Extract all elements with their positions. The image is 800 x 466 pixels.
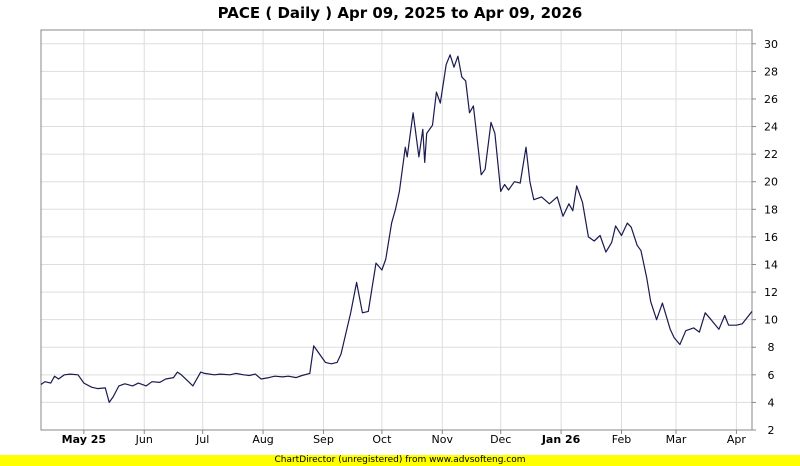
plot-area — [41, 30, 752, 430]
x-tick-label: Dec — [490, 433, 511, 446]
y-tick-label: 4 — [768, 396, 775, 409]
y-tick-label: 24 — [764, 121, 778, 134]
price-chart: PACE ( Daily ) Apr 09, 2025 to Apr 09, 2… — [40, 4, 778, 446]
x-tick-label: Apr — [727, 433, 747, 446]
y-tick-label: 16 — [764, 231, 778, 244]
chart-footer-credit: ChartDirector (unregistered) from www.ad… — [0, 455, 800, 466]
y-tick-label: 18 — [764, 203, 778, 216]
x-tick-label: Nov — [432, 433, 454, 446]
x-tick-label: Jun — [135, 433, 153, 446]
y-tick-label: 22 — [764, 148, 778, 161]
x-tick-label: Jan 26 — [541, 433, 581, 446]
y-tick-label: 10 — [764, 314, 778, 327]
grid — [41, 30, 752, 431]
x-axis: May 25 Jun Jul Aug Sep Oct Nov Dec Jan 26 Feb Mar A… — [62, 430, 747, 446]
price-line-series — [40, 54, 753, 403]
y-tick-label: 12 — [764, 286, 778, 299]
chart-title: PACE ( Daily ) Apr 09, 2025 to Apr 09, 2… — [218, 4, 583, 22]
y-tick-label: 8 — [768, 341, 775, 354]
x-tick-label: May 25 — [62, 433, 106, 446]
x-tick-label: Sep — [313, 433, 334, 446]
x-tick-label: Oct — [372, 433, 392, 446]
plot-frame — [40, 29, 753, 431]
y-tick-label: 14 — [764, 258, 778, 271]
y-tick-label: 26 — [764, 93, 778, 106]
y-tick-label: 6 — [768, 369, 775, 382]
x-tick-label: Aug — [252, 433, 273, 446]
x-tick-label: Mar — [666, 433, 687, 446]
y-tick-label: 20 — [764, 176, 778, 189]
x-tick-label: Jul — [195, 433, 209, 446]
y-tick-label: 28 — [764, 65, 778, 78]
x-tick-label: Feb — [612, 433, 631, 446]
y-tick-label: 2 — [768, 424, 775, 437]
y-tick-label: 30 — [764, 38, 778, 51]
